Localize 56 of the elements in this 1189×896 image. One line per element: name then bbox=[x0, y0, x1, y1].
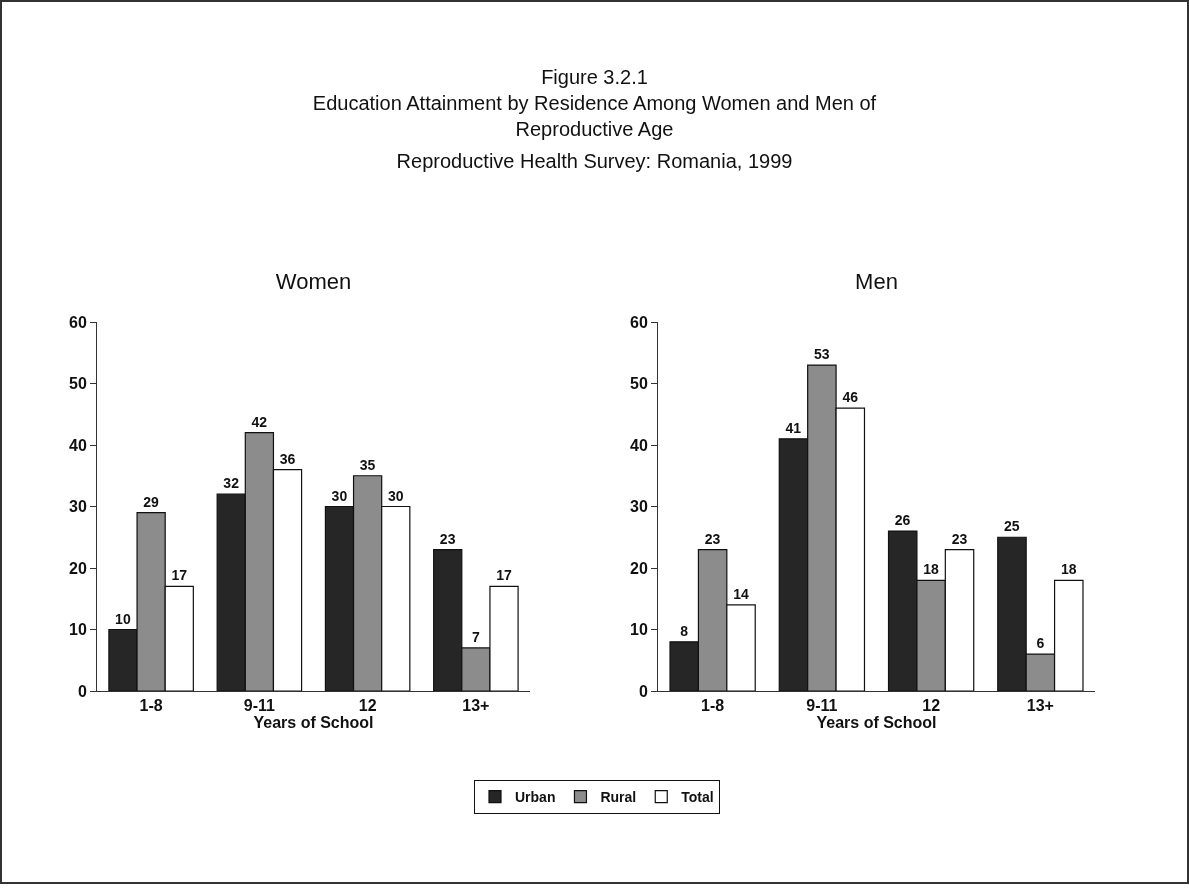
legend-label: Total bbox=[681, 789, 714, 806]
data-label: 23 bbox=[704, 530, 721, 547]
data-label: 14 bbox=[733, 585, 749, 602]
y-tick-label: 30 bbox=[630, 498, 648, 516]
x-tick-label: 1-8 bbox=[139, 697, 163, 715]
chart-title: Men bbox=[855, 268, 898, 294]
data-label: 8 bbox=[680, 622, 689, 639]
data-label: 18 bbox=[1060, 561, 1077, 578]
y-tick-label: 60 bbox=[69, 313, 87, 331]
y-tick-label: 0 bbox=[77, 682, 87, 700]
y-tick-label: 10 bbox=[630, 621, 648, 639]
data-label: 17 bbox=[496, 567, 512, 584]
x-tick-label: 12 bbox=[358, 697, 377, 715]
data-label: 18 bbox=[923, 561, 940, 578]
data-label: 32 bbox=[223, 475, 240, 492]
x-tick-label: 13+ bbox=[462, 697, 490, 715]
data-label: 35 bbox=[359, 456, 376, 473]
data-label: 41 bbox=[785, 419, 802, 436]
data-label: 30 bbox=[387, 487, 404, 504]
data-label: 10 bbox=[115, 610, 131, 627]
y-tick-label: 20 bbox=[630, 559, 648, 577]
y-tick-label: 10 bbox=[69, 621, 87, 639]
data-label: 46 bbox=[842, 389, 859, 406]
x-tick-label: 12 bbox=[922, 697, 941, 715]
data-label: 36 bbox=[279, 450, 296, 467]
data-label: 53 bbox=[813, 346, 830, 363]
data-label: 29 bbox=[143, 493, 160, 510]
y-tick-label: 40 bbox=[69, 436, 87, 454]
text: Reproductive Health Survey: Romania, 1999 bbox=[395, 149, 794, 174]
legend-label: Rural bbox=[600, 789, 637, 806]
legend-label: Urban bbox=[515, 789, 556, 806]
data-label: 17 bbox=[171, 567, 188, 584]
data-label: 7 bbox=[471, 628, 480, 645]
x-tick-label: 9-11 bbox=[243, 697, 276, 715]
data-label: 26 bbox=[894, 512, 911, 529]
chart-title: Women bbox=[275, 268, 352, 294]
text: Figure 3.2.1 bbox=[540, 65, 649, 90]
data-label: 42 bbox=[251, 413, 268, 430]
y-tick-label: 30 bbox=[69, 498, 87, 516]
y-tick-label: 50 bbox=[69, 375, 87, 393]
y-tick-label: 0 bbox=[638, 682, 648, 700]
y-tick-label: 40 bbox=[630, 436, 648, 454]
x-tick-label: 9-11 bbox=[806, 697, 838, 715]
text: Education Attainment by Residence Among Women and Men of Reproductive Age bbox=[311, 91, 878, 142]
y-tick-label: 20 bbox=[69, 559, 87, 577]
data-label: 23 bbox=[439, 530, 456, 547]
y-tick-label: 60 bbox=[630, 313, 648, 331]
x-axis-title: Years of School bbox=[816, 714, 937, 732]
x-tick-label: 13+ bbox=[1026, 697, 1054, 715]
y-tick-label: 50 bbox=[630, 375, 648, 393]
data-label: 6 bbox=[1036, 635, 1045, 652]
data-label: 30 bbox=[331, 487, 348, 504]
x-tick-label: 1-8 bbox=[701, 697, 725, 715]
data-label: 23 bbox=[951, 530, 968, 547]
data-label: 25 bbox=[1004, 518, 1020, 535]
x-axis-title: Years of School bbox=[253, 714, 374, 732]
